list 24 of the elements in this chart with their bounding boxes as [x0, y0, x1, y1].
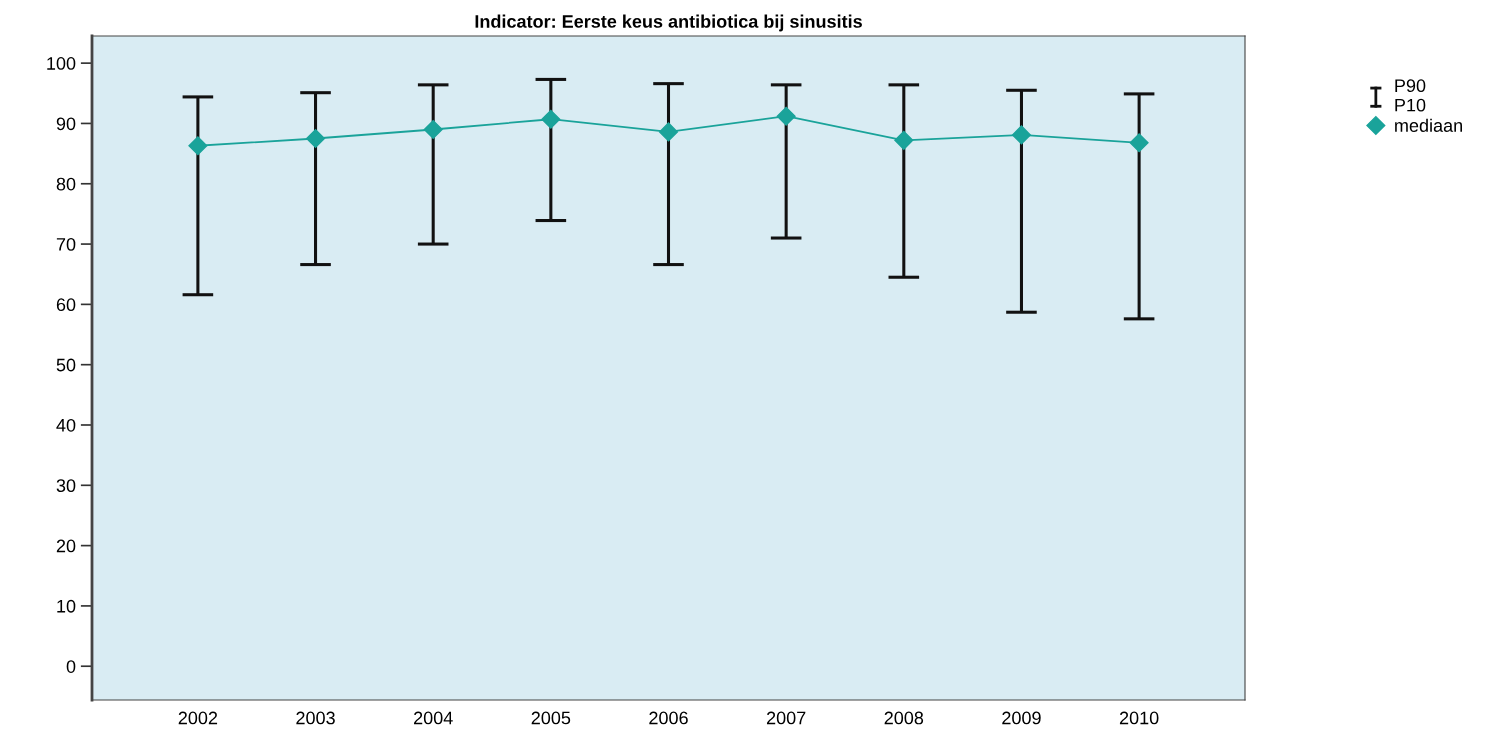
y-tick-label: 100 — [47, 57, 76, 70]
y-tick-label: 80 — [56, 177, 76, 191]
x-tick-label: 2003 — [296, 711, 335, 725]
x-tick-label: 2009 — [1002, 711, 1041, 725]
text: P90 — [1395, 79, 1426, 93]
x-tick-label: 2004 — [414, 711, 453, 725]
x-tick-label: 2006 — [649, 711, 688, 725]
y-tick-label: 90 — [56, 117, 76, 131]
x-tick-label: 2010 — [1119, 711, 1159, 725]
y-tick-label: 70 — [56, 238, 76, 251]
y-tick-label: 40 — [56, 418, 76, 432]
x-tick-label: 2007 — [766, 711, 806, 725]
y-tick-label: 60 — [56, 298, 76, 312]
x-tick-label: 2005 — [531, 711, 571, 725]
chart-title: Indicator: Eerste keus antibiotica bij sinusitis — [475, 14, 862, 32]
text: P10 — [1395, 98, 1426, 112]
y-tick-label: 50 — [56, 358, 76, 372]
y-tick-label: 10 — [57, 599, 76, 613]
x-tick-label: 2008 — [884, 711, 924, 725]
y-tick-label: 30 — [56, 479, 76, 493]
y-tick-label: 20 — [56, 539, 76, 553]
legend-label: mediaan — [1395, 118, 1462, 132]
x-tick-label: 2002 — [178, 711, 218, 725]
y-tick-label: 0 — [66, 660, 76, 673]
